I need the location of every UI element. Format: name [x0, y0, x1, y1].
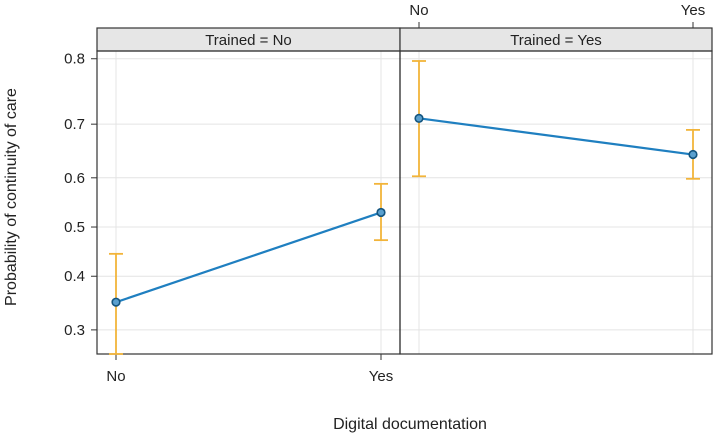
x-tick-label: Yes — [369, 368, 393, 385]
axis-layer: No Yes No Yes 0.3 0.4 0.5 0.6 0.7 0.8 — [64, 2, 705, 385]
y-tick-label: 0.3 — [64, 322, 85, 339]
y-axis-title: Probability of continuity of care — [3, 88, 20, 306]
panel-strip-label: Trained = Yes — [510, 32, 602, 49]
y-tick-label: 0.8 — [64, 51, 85, 68]
series-line — [115, 211, 382, 304]
series-line — [418, 117, 694, 156]
y-tick-label: 0.5 — [64, 219, 85, 236]
x-axis-title: Digital documentation — [333, 416, 487, 433]
data-point — [376, 207, 386, 218]
data-point — [688, 149, 698, 160]
panel-layer: Trained = No Trained = Yes — [96, 27, 713, 355]
data-point — [111, 297, 121, 307]
mark-layer — [109, 60, 700, 355]
panel-border — [399, 50, 713, 355]
y-tick-label: 0.7 — [64, 116, 85, 133]
panel-border — [96, 50, 401, 355]
x-tick-label: No — [106, 368, 125, 385]
x-tick-label: No — [409, 2, 428, 19]
x-tick-label: Yes — [681, 2, 705, 19]
y-tick-label: 0.6 — [64, 170, 85, 187]
data-point — [414, 113, 424, 123]
grid-layer — [97, 51, 712, 354]
y-tick-label: 0.4 — [64, 268, 85, 285]
panel-strip-label: Trained = No — [205, 32, 292, 49]
